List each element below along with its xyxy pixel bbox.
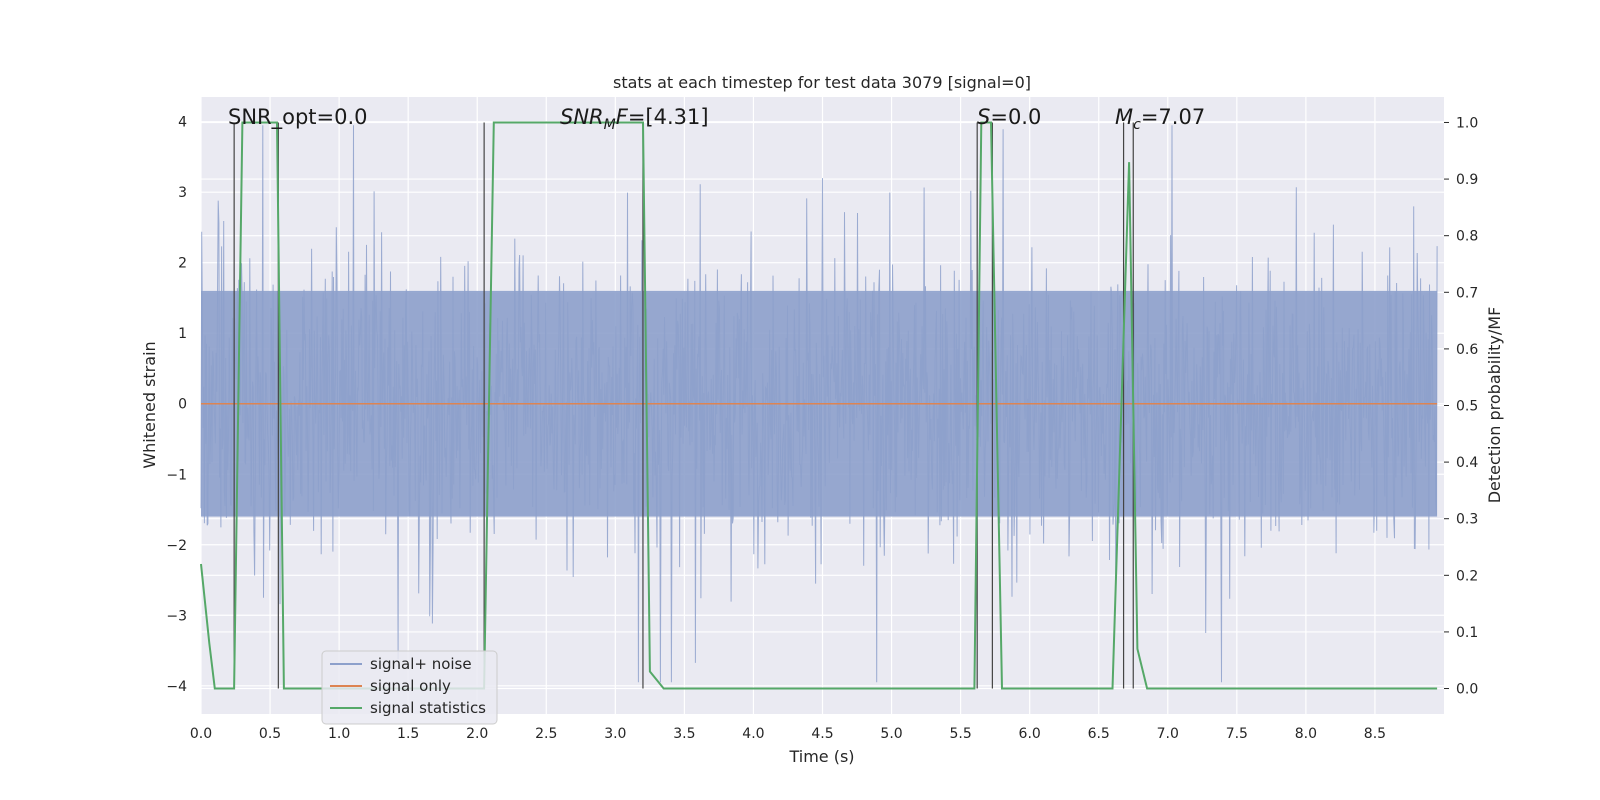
y2-tick-label: 0.1 [1456,625,1478,641]
annotation-snr-opt: SNR_opt=0.0 [228,105,368,130]
x-tick-label: 3.0 [604,726,626,742]
annotations: SNR_opt=0.0 SNRMF=[4.31] S=0.0 Mc=7.07 [228,105,1205,133]
signal-statistics-line [200,121,1438,690]
y-tick-label: 2 [178,256,187,272]
y2-tick-label: 0.3 [1456,512,1478,528]
y-axis-ticks: 4 3 2 1 0 −1 −2 −3 −4 [166,115,187,695]
x-tick-label: 8.5 [1364,726,1386,742]
x-tick-label: 6.5 [1088,726,1110,742]
x-axis-ticks: 0.0 0.5 1.0 1.5 2.0 2.5 3.0 3.5 4.0 4.5 5.0 5.5 6.0 6… [190,726,1386,742]
x-tick-label: 0.0 [190,726,212,742]
y2-tick-label: 0.0 [1456,682,1478,698]
y2-tick-label: 0.6 [1456,342,1478,358]
series-signal-statistics [200,121,1438,690]
x-tick-label: 8.0 [1295,726,1317,742]
y2-axis-label: Detection probability/MF [1485,307,1504,504]
chart-title: stats at each timestep for test data 307… [613,73,1031,92]
x-tick-label: 7.0 [1157,726,1179,742]
y2-tick-label: 0.5 [1456,399,1478,415]
x-tick-label: 0.5 [259,726,281,742]
x-tick-label: 7.5 [1226,726,1248,742]
annotation-mc: Mc=7.07 [1115,105,1205,133]
y-tick-label: 3 [178,185,187,201]
legend-label-signal-only: signal only [370,677,451,695]
legend-box [321,650,498,725]
annotation-s: S=0.0 [977,105,1041,129]
y-tick-label: 0 [178,397,187,413]
x-tick-label: 5.0 [880,726,902,742]
annotation-snr-mf: SNRMF=[4.31] [560,105,709,133]
x-tick-label: 5.5 [949,726,971,742]
x-tick-label: 1.5 [397,726,419,742]
x-tick-label: 2.0 [466,726,488,742]
y-tick-label: −4 [166,679,187,695]
y2-tick-label: 0.9 [1456,172,1478,188]
y-tick-label: −3 [166,608,187,624]
y2-tick-label: 0.4 [1456,455,1478,471]
y-tick-label: −2 [166,538,187,554]
y2-tick-label: 0.8 [1456,229,1478,245]
y2-axis-ticks: 1.0 0.9 0.8 0.7 0.6 0.5 0.4 0.3 0.2 0.1 0.0 [1444,115,1478,698]
x-tick-label: 3.5 [673,726,695,742]
y-tick-label: 1 [178,326,187,342]
x-tick-label: 4.0 [742,726,764,742]
x-tick-label: 2.5 [535,726,557,742]
y2-tick-label: 1.0 [1456,115,1478,131]
legend-label-signal-noise: signal+ noise [370,655,472,673]
legend-label-signal-statistics: signal statistics [370,699,486,717]
x-tick-label: 4.5 [811,726,833,742]
legend: signal+ noise signal only signal statist… [321,650,498,725]
y2-tick-label: 0.7 [1456,285,1478,301]
x-tick-label: 6.0 [1019,726,1041,742]
y-axis-label: Whitened strain [140,341,159,468]
y-tick-label: −1 [166,467,187,483]
y-tick-label: 4 [178,115,187,131]
x-axis-label: Time (s) [788,747,854,766]
x-tick-label: 1.0 [328,726,350,742]
y2-tick-label: 0.2 [1456,568,1478,584]
